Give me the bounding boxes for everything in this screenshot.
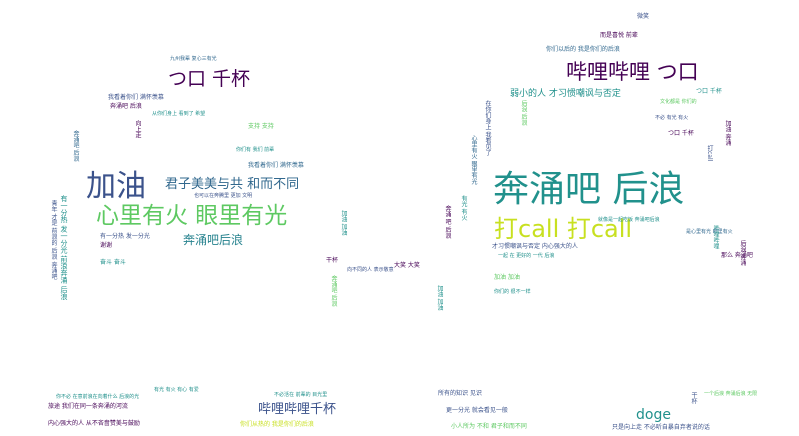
word-12: 而是喜悦 前辈 — [600, 32, 638, 39]
vertical-word-9: 加油 加油 — [436, 285, 443, 311]
word-42: 只是向上走 不必听自暴自弃者说的话 — [612, 424, 710, 431]
word-45: 你们从热的 我是你们的后浪 — [240, 421, 314, 428]
word-28: 才习惯嘲讽与否定 内心强大的人 — [492, 243, 578, 250]
word-3: 打call 打call — [494, 215, 633, 243]
vertical-word-6: 心里有火 眼里有光 — [470, 135, 477, 185]
vertical-word-3: 向上走 — [134, 120, 141, 138]
word-27: 向不同的人 表示敬意 — [347, 267, 394, 273]
word-10: 弱小的人 才习惯嘲讽与否定 — [510, 89, 621, 99]
word-9: doge — [636, 407, 671, 423]
word-18: 九州我辈 复心三有光 — [170, 56, 217, 62]
word-43: 旅途 我们在同一条奔涌的河流 — [48, 403, 128, 410]
word-5: つ口 千杯 — [168, 68, 251, 90]
word-2: 加油 — [86, 169, 146, 204]
word-40: 更一分光 就会看见一般 — [446, 407, 508, 414]
word-1: 心里有火 眼里有光 — [96, 203, 288, 229]
word-8: 哔哩哔哩千杯 — [258, 402, 337, 417]
word-49: 一个后浪 奔涌后浪 无限 — [704, 391, 758, 397]
word-31: 你们的 很不一样 — [494, 289, 531, 295]
word-37: 不必 有光 有火 — [655, 115, 689, 121]
word-46: 你不必 在意前浪在向着什么 后浪的光 — [56, 394, 140, 400]
vertical-word-4: 加油 加油 — [340, 210, 347, 236]
word-35: つ口 千杯 — [696, 88, 722, 95]
word-22: 有一分热 发一分光 — [100, 233, 150, 240]
word-30: 加油 加油 — [494, 274, 520, 281]
vertical-word-0: 有一分热 发一分光 前浪奔涌 后浪 — [60, 195, 68, 300]
word-19: 你们有 我们 前辈 — [236, 147, 275, 153]
word-34: 文化都是 你们的 — [660, 99, 697, 105]
word-11: 你们以后的 我是你们的后浪 — [546, 46, 620, 53]
word-25: 干杯 — [326, 257, 339, 264]
word-17: 从你们身上 看到了 希望 — [152, 111, 206, 117]
vertical-word-16: 干杯 — [690, 392, 697, 404]
word-13: 微笑 — [637, 13, 650, 20]
word-32: 就像是一起吃饭 奔涌吧后浪 — [598, 217, 660, 223]
vertical-word-2: 奔涌吧 后浪 — [72, 130, 79, 162]
vertical-word-14: 哔哩哔哩 — [712, 225, 719, 249]
vertical-word-8: 奔涌 吧 后浪 — [444, 205, 451, 239]
word-21: 也可以在奔腾里 更加 文明 — [194, 193, 253, 199]
word-41: 小人所为 不和 君子和而不同 — [451, 423, 527, 430]
vertical-word-5: 奔涌吧 后浪 — [330, 275, 337, 307]
vertical-word-12: 打call — [706, 145, 713, 162]
word-26: 大笑 大笑 — [394, 262, 420, 269]
vertical-word-11: 后浪 后浪 — [520, 100, 527, 126]
word-44: 内心强大的人 从不吝啬赞美与鼓励 — [48, 420, 140, 427]
word-16: 奔涌吧 后浪 — [110, 103, 142, 110]
word-15: 我看着你们 满怀羡慕 — [108, 94, 164, 101]
word-0: 奔涌吧 后浪 — [493, 169, 685, 210]
vertical-word-10: 在你们身上 我看见了 — [484, 100, 491, 156]
vertical-word-7: 有光 有火 — [460, 195, 467, 221]
word-7: 奔涌吧后浪 — [183, 233, 244, 247]
word-14: 支持 支持 — [248, 123, 274, 130]
word-33: 是心里有光 眼里有火 — [686, 229, 733, 235]
word-24: 奋斗 奋斗 — [100, 259, 126, 266]
word-23: 谢谢 — [100, 242, 113, 249]
word-6: 君子美美与共 和而不同 — [165, 177, 300, 192]
vertical-word-15: 后浪 奔涌 — [739, 240, 746, 266]
vertical-word-13: 加油 奔涌 — [724, 120, 731, 146]
word-4: 哔哩哔哩 つ口 — [566, 60, 699, 84]
word-48: 不必活在 前辈的 目光里 — [274, 392, 328, 398]
word-39: 所有的知识 见识 — [438, 390, 482, 397]
word-47: 有光 有火 有心 有爱 — [154, 387, 199, 393]
word-20: 我看着你们 满怀羡慕 — [248, 162, 304, 169]
word-38: 那么 奔涌吧 — [721, 252, 753, 259]
word-36: つ口 千杯 — [668, 130, 694, 137]
vertical-word-1: 青年 才是 前浪的 后浪 奔涌吧 — [50, 200, 57, 280]
word-29: 一起 在 更好的 一代 后浪 — [498, 253, 555, 259]
